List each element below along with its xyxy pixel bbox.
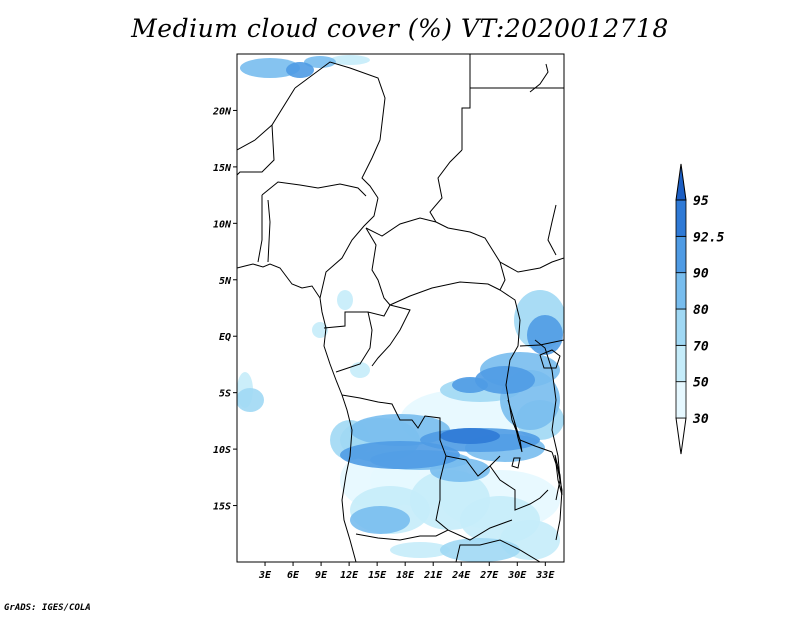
border-drc-angola <box>341 394 501 477</box>
colorbar-upper-arrow <box>675 163 687 201</box>
lake-malawi <box>554 454 563 496</box>
border-mali-niger <box>237 124 275 176</box>
cloud-patch <box>237 388 264 412</box>
colorbar-label: 92.5 <box>693 230 724 245</box>
map-title: Medium cloud cover (%) VT:2020012718 <box>131 14 669 43</box>
lon-tick-label: 21E <box>423 570 443 581</box>
cloud-patch <box>286 62 314 78</box>
colorbar-segment <box>675 381 687 419</box>
border-botswana <box>455 539 541 562</box>
lon-tick-label: 3E <box>258 570 272 581</box>
colorbar-label: 70 <box>693 339 709 354</box>
lat-tick-label: EQ <box>219 332 231 343</box>
cloud-cover-shading <box>237 55 564 562</box>
border-chad-car <box>365 217 437 237</box>
border-angola-zambia <box>435 455 449 531</box>
lat-tick-label: 10N <box>213 219 232 230</box>
border-angola-namibia <box>355 519 513 541</box>
cloud-patch <box>440 428 500 444</box>
colorbar-segment <box>675 235 687 274</box>
cloud-patch <box>337 290 353 310</box>
border-south-sudan-drc <box>499 261 521 321</box>
border-zambia-east <box>489 465 549 511</box>
coastline <box>237 263 357 562</box>
grads-credit: GrADS: IGES/COLA <box>4 603 91 613</box>
lake-tanganyika <box>507 399 523 453</box>
cloud-patch <box>330 55 370 65</box>
lake-victoria <box>539 349 561 369</box>
border-congo <box>335 311 373 373</box>
plot-frame <box>236 53 565 563</box>
colorbar-label: 95 <box>693 194 709 209</box>
colorbar-segment <box>675 199 687 237</box>
lat-tick-label: 5S <box>219 389 231 400</box>
border-chad-sudan <box>429 149 463 223</box>
border-uganda <box>519 339 564 347</box>
cloud-patch <box>340 441 460 469</box>
colorbar-segment <box>675 308 687 346</box>
country-borders <box>237 54 564 562</box>
colorbar-segment <box>675 272 687 310</box>
lat-tick-label: 5N <box>219 276 232 287</box>
lon-tick-label: 33E <box>535 570 555 581</box>
border-libya-chad <box>294 61 386 199</box>
border-car-drc <box>389 281 501 306</box>
colorbar-label: 30 <box>692 412 709 427</box>
border-libya-egypt <box>461 54 471 150</box>
lat-tick-label: 15S <box>213 502 231 513</box>
colorbar-segment <box>675 344 687 383</box>
lon-tick-label: 18E <box>396 570 415 581</box>
border-niger-nigeria <box>261 181 367 197</box>
cloud-patch <box>452 377 488 393</box>
lon-tick-label: 12E <box>340 570 359 581</box>
lat-tick-label: 20N <box>212 106 232 117</box>
lon-tick-label: 6E <box>287 570 300 581</box>
lat-tick-label: 15N <box>213 163 232 174</box>
lon-tick-label: 9E <box>315 570 328 581</box>
lon-tick-label: 30E <box>507 570 527 581</box>
cloud-patch <box>390 542 450 558</box>
lake-mweru <box>511 457 521 469</box>
border-eritrea <box>547 204 557 256</box>
map-axes: 3E 6E 9E 12E 15E 18E 21E 24E 27E 30E 33E 20N 15N 10N 5… <box>212 106 555 581</box>
border-cameroon-gabon <box>323 304 391 329</box>
lon-tick-label: 27E <box>479 570 499 581</box>
border-congo-drc <box>371 304 411 367</box>
colorbar-lower-arrow <box>675 417 687 455</box>
cloud-patch <box>312 322 328 338</box>
colorbar-label: 90 <box>693 267 709 282</box>
lat-tick-label: 10S <box>213 445 231 456</box>
cloud-patch <box>475 366 535 394</box>
colorbar-label: 50 <box>693 376 709 391</box>
colorbar-label: 80 <box>693 303 709 318</box>
border-nigeria-cameroon <box>319 197 379 299</box>
border-algeria-niger <box>237 87 296 151</box>
red-sea-coast <box>529 63 549 93</box>
lon-tick-label: 15E <box>368 570 387 581</box>
cloud-patch <box>440 538 520 562</box>
cloud-patch <box>304 56 336 68</box>
border-benin-nigeria <box>267 199 271 263</box>
border-sudan-south <box>435 221 564 273</box>
colorbar: 30 50 70 80 90 92.5 95 <box>675 163 724 455</box>
lon-tick-label: 24E <box>451 570 471 581</box>
cloud-patch <box>240 58 300 78</box>
border-benin-togo <box>257 195 263 263</box>
border-cameroon-car <box>365 227 391 306</box>
cloud-patch <box>350 506 410 534</box>
